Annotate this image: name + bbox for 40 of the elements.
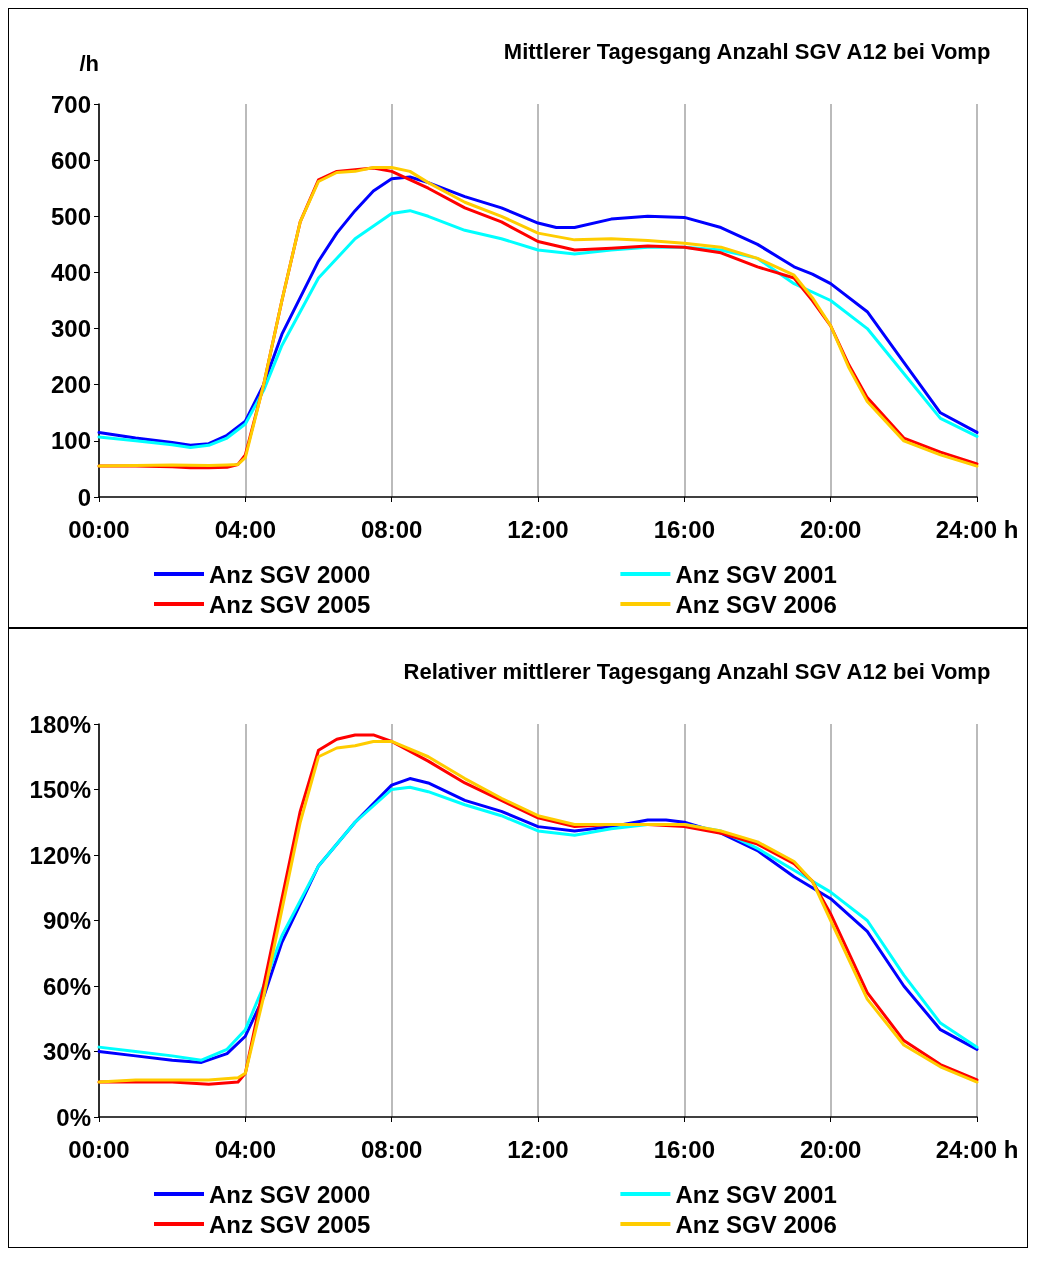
legend-label: Anz SGV 2005	[209, 1210, 371, 1238]
x-tick-label: 12:00	[507, 1135, 569, 1163]
y-tick-label: 300	[50, 315, 91, 343]
x-tick-label: 08:00	[360, 515, 423, 543]
y-tick-label: 700	[50, 90, 91, 118]
legend-label: Anz SGV 2000	[209, 1180, 371, 1208]
x-tick-label: 20:00	[799, 515, 862, 543]
x-tick-label: 20:00	[799, 1135, 862, 1163]
x-tick-label: 24:00 h	[935, 515, 1019, 543]
x-tick-label: 12:00	[507, 515, 569, 543]
y-tick-label: 150%	[29, 776, 91, 803]
x-tick-label: 00:00	[68, 515, 130, 543]
x-tick-label: 24:00 h	[935, 1135, 1019, 1163]
y-tick-label: 60%	[42, 972, 91, 1000]
y-tick-label: 0%	[56, 1103, 91, 1131]
legend-label: Anz SGV 2001	[675, 1180, 837, 1208]
y-tick-label: 200	[50, 371, 91, 399]
x-tick-label: 16:00	[653, 515, 716, 543]
y-tick-label: 120%	[29, 841, 91, 869]
y-tick-label: 400	[50, 258, 91, 286]
y-axis-title: /h	[79, 50, 99, 76]
x-tick-label: 04:00	[214, 515, 277, 543]
legend-label: Anz SGV 2005	[209, 590, 371, 618]
x-tick-label: 04:00	[214, 1135, 277, 1163]
chart-title: Mittlerer Tagesgang Anzahl SGV A12 bei Vomp	[503, 38, 991, 64]
x-tick-label: 16:00	[653, 1135, 716, 1163]
y-tick-label: 500	[50, 202, 91, 230]
chart-title: Relativer mittlerer Tagesgang Anzahl SGV A12 bei Vomp	[403, 658, 991, 684]
legend-label: Anz SGV 2001	[675, 560, 837, 588]
y-tick-label: 0	[77, 483, 91, 511]
legend-label: Anz SGV 2006	[675, 590, 837, 618]
y-tick-label: 90%	[42, 907, 91, 934]
legend-label: Anz SGV 2000	[209, 560, 371, 588]
x-tick-label: 00:00	[68, 1135, 130, 1163]
y-tick-label: 600	[50, 146, 91, 174]
legend-label: Anz SGV 2006	[675, 1210, 837, 1238]
y-tick-label: 30%	[42, 1038, 91, 1065]
y-tick-label: 100	[50, 427, 91, 455]
x-tick-label: 08:00	[360, 1135, 423, 1163]
y-tick-label: 180%	[29, 710, 91, 738]
